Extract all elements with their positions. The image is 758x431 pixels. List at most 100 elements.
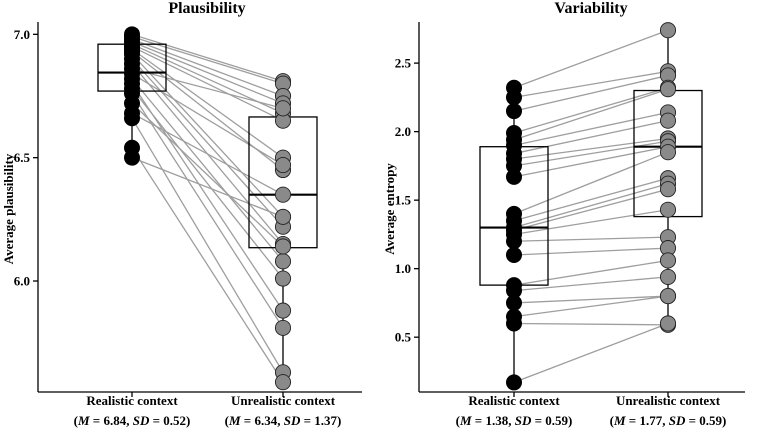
variability-pair-line xyxy=(513,295,669,304)
variability-y-ticks: 0.5 1.0 1.5 2.0 2.5 xyxy=(395,56,419,345)
variability-stats-realistic: (M = 1.38, SD = 0.59) xyxy=(456,413,573,428)
plausibility-pair-line xyxy=(131,58,284,228)
variability-pair-line xyxy=(513,146,669,178)
variability-pair-line xyxy=(513,322,669,326)
plausibility-mean-unrealistic: 6.34 xyxy=(254,413,277,428)
plausibility-pair-line xyxy=(131,46,284,122)
plausibility-category-unrealistic: Unrealistic context xyxy=(231,393,336,408)
plausibility-pair-line xyxy=(131,38,284,97)
plausibility-point-unrealistic xyxy=(274,319,292,336)
plausibility-pair-line xyxy=(131,48,284,159)
variability-title: Variability xyxy=(554,0,627,17)
variability-pair-line xyxy=(513,295,669,318)
plausibility-pair-line xyxy=(131,83,284,311)
plausibility-paired-lines xyxy=(131,33,284,383)
variability-point-unrealistic xyxy=(659,112,677,129)
plausibility-pair-line xyxy=(131,88,284,279)
plausibility-pair-line xyxy=(131,78,284,262)
plausibility-point-unrealistic xyxy=(274,186,292,203)
variability-pair-line xyxy=(513,29,669,89)
variability-category-realistic: Realistic context xyxy=(468,393,560,408)
variability-point-realistic xyxy=(505,374,522,391)
variability-point-unrealistic xyxy=(659,315,677,332)
variability-pair-line xyxy=(513,111,669,146)
variability-pair-line xyxy=(513,140,669,167)
variability-point-realistic xyxy=(505,246,522,263)
plausibility-category-realistic: Realistic context xyxy=(86,393,178,408)
variability-point-unrealistic xyxy=(659,81,677,98)
variability-point-realistic xyxy=(505,168,522,185)
variability-y-tick-label: 2.5 xyxy=(395,56,412,71)
plausibility-pair-line xyxy=(131,68,284,109)
plausibility-point-unrealistic xyxy=(274,302,292,319)
variability-stats-unrealistic: (M = 1.77, SD = 0.59) xyxy=(610,413,727,428)
variability-pair-line xyxy=(513,88,669,141)
variability-pair-line xyxy=(513,177,669,222)
plausibility-sd-realistic: 0.52 xyxy=(163,413,186,428)
plausibility-stats-realistic: (M = 6.84, SD = 0.52) xyxy=(74,413,191,428)
variability-pair-line xyxy=(513,70,669,99)
plausibility-y-tick-label: 6.5 xyxy=(14,150,31,165)
variability-point-realistic xyxy=(505,233,522,250)
plausibility-pair-line xyxy=(131,73,284,166)
plausibility-y-tick-label: 6.0 xyxy=(14,274,30,289)
plausibility-pair-line xyxy=(131,33,284,82)
plausibility-y-tick-label: 7.0 xyxy=(14,27,30,42)
variability-point-realistic xyxy=(505,89,522,106)
variability-pair-line xyxy=(513,322,669,384)
variability-pair-line xyxy=(513,209,669,236)
plausibility-pair-line xyxy=(131,117,284,373)
plausibility-point-unrealistic xyxy=(274,253,292,270)
variability-point-unrealistic xyxy=(659,268,677,285)
plausibility-point-realistic xyxy=(124,149,141,166)
variability-pair-line xyxy=(513,259,669,286)
plausibility-pair-line xyxy=(131,41,284,105)
plausibility-x-ticks: Realistic context Unrealistic context (M… xyxy=(74,392,341,428)
plausibility-sd-unrealistic: 1.37 xyxy=(314,413,337,428)
variability-y-tick-label: 1.0 xyxy=(395,261,411,276)
variability-category-unrealistic: Unrealistic context xyxy=(616,393,721,408)
variability-y-tick-label: 1.5 xyxy=(395,193,412,208)
plausibility-title: Plausibility xyxy=(168,0,245,17)
plausibility-point-unrealistic xyxy=(274,208,292,225)
variability-y-tick-label: 0.5 xyxy=(395,330,412,345)
variability-point-unrealistic xyxy=(659,181,677,198)
variability-mean-realistic: 1.38 xyxy=(485,413,508,428)
plausibility-pair-line xyxy=(131,51,284,171)
plausibility-point-unrealistic xyxy=(274,157,292,174)
plausibility-point-realistic xyxy=(124,110,141,127)
plausibility-panel: Plausibility Average plausibility 6.0 6.… xyxy=(1,0,362,428)
plausibility-pair-line xyxy=(131,53,284,218)
variability-pair-line xyxy=(513,87,669,134)
variability-sd-realistic: 0.59 xyxy=(545,413,568,428)
variability-y-tick-label: 2.0 xyxy=(395,124,411,139)
variability-pair-line xyxy=(513,188,669,231)
plausibility-point-unrealistic xyxy=(274,270,292,287)
variability-point-unrealistic xyxy=(659,201,677,218)
variability-pair-line xyxy=(513,74,669,112)
variability-point-realistic xyxy=(505,315,522,332)
variability-x-ticks: Realistic context Unrealistic context (M… xyxy=(456,392,727,428)
plausibility-points xyxy=(124,26,292,391)
variability-point-unrealistic xyxy=(659,144,677,161)
variability-pair-line xyxy=(513,120,669,155)
plausibility-pair-line xyxy=(131,147,284,383)
plausibility-y-ticks: 6.0 6.5 7.0 xyxy=(14,27,38,289)
variability-pair-line xyxy=(513,236,669,242)
variability-panel: Variability Average entropy 0.5 1.0 1.5 … xyxy=(382,0,745,428)
variability-pair-line xyxy=(513,183,669,229)
variability-sd-unrealistic: 0.59 xyxy=(699,413,722,428)
variability-point-unrealistic xyxy=(659,252,677,269)
plausibility-pair-line xyxy=(131,93,284,329)
variability-pair-line xyxy=(513,276,669,292)
variability-pair-line xyxy=(513,137,669,160)
variability-point-realistic xyxy=(505,294,522,311)
plausibility-y-axis-label: Average plausibility xyxy=(1,153,16,264)
variability-pair-line xyxy=(513,247,669,256)
variability-y-axis-label: Average entropy xyxy=(382,163,397,255)
plausibility-point-unrealistic xyxy=(274,374,292,391)
variability-point-unrealistic xyxy=(659,22,677,39)
plausibility-pair-line xyxy=(131,157,284,218)
variability-point-unrealistic xyxy=(659,288,677,305)
